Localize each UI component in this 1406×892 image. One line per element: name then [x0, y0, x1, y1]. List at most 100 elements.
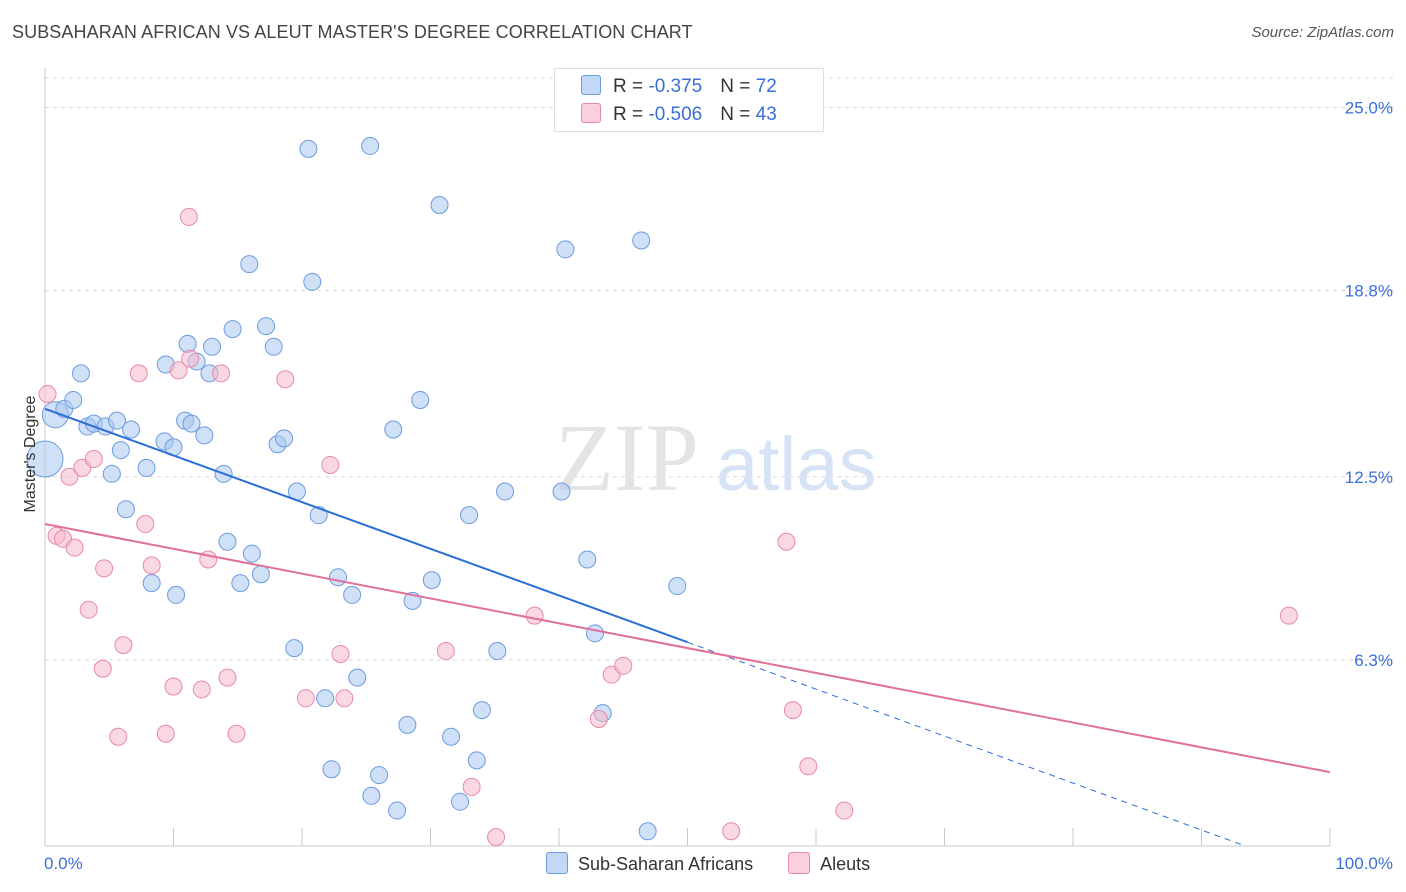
aleut-point [129, 364, 148, 383]
subsaharan-point [488, 642, 507, 661]
subsaharan-point [218, 532, 237, 551]
aleut-point [525, 606, 544, 625]
aleut-point [462, 777, 481, 796]
legend-r-value: -0.375 [648, 76, 703, 97]
aleut-point [218, 668, 237, 687]
subsaharan-point [178, 334, 197, 353]
subsaharan-point [285, 639, 304, 658]
subsaharan-point [552, 482, 571, 501]
subsaharan-point [467, 751, 486, 770]
subsaharan-point [195, 426, 214, 445]
subsaharan-point [107, 411, 126, 430]
aleut-point [614, 656, 633, 675]
grid-layer [45, 77, 1395, 661]
legend-r-value: -0.506 [648, 104, 703, 125]
series-legend-label: Aleuts [820, 854, 871, 874]
subsaharan-point [388, 801, 407, 820]
legend-n-value: 43 [755, 104, 777, 125]
subsaharan-point [264, 337, 283, 356]
subsaharan-point [411, 390, 430, 409]
y-tick-label: 18.8% [1345, 282, 1393, 301]
subsaharan-point [303, 272, 322, 291]
subsaharan-point [343, 585, 362, 604]
subsaharan-point [451, 792, 470, 811]
aleut-point [169, 361, 188, 380]
subsaharan-point [430, 196, 449, 215]
legend-n-label: N = [720, 76, 756, 97]
subsaharan-point [632, 231, 651, 250]
aleut-point [192, 680, 211, 699]
aleut-point [487, 828, 506, 847]
subsaharan-point [137, 458, 156, 477]
watermark-zip: ZIP [555, 404, 699, 511]
aleut-point [38, 385, 57, 404]
series-swatch-blue [546, 852, 568, 874]
aleut-point [164, 677, 183, 696]
aleut-point [179, 207, 198, 226]
subsaharan-point [322, 760, 341, 779]
aleut-point [95, 559, 114, 578]
correlation-legend: R = -0.375 N = 72 R = -0.506 N = 43 [554, 68, 824, 132]
legend-n-label: N = [720, 104, 756, 125]
subsaharan-point [398, 715, 417, 734]
subsaharan-point [251, 565, 270, 584]
subsaharan-point [578, 550, 597, 569]
trend-layer [44, 407, 1331, 847]
subsaharan-point [422, 571, 441, 590]
aleut-point [79, 600, 98, 619]
aleut-point [227, 724, 246, 743]
subsaharan-point [116, 500, 135, 519]
aleut-point [321, 455, 340, 474]
aleut-trend-line [44, 523, 1331, 774]
aleut-point [136, 515, 155, 534]
subsaharan-point [142, 574, 161, 593]
aleut-point [589, 709, 608, 728]
watermark: ZIP atlas [555, 404, 877, 511]
subsaharan-trend-extension [687, 641, 1246, 847]
subsaharan-point [585, 624, 604, 643]
subsaharan-point [348, 668, 367, 687]
y-axis-label: Master's Degree [22, 395, 39, 513]
series-legend-label: Sub-Saharan Africans [578, 854, 754, 874]
chart-title: SUBSAHARAN AFRICAN VS ALEUT MASTER'S DEG… [12, 22, 693, 42]
subsaharan-point [223, 320, 242, 339]
aleut-point [722, 822, 741, 841]
subsaharan-point [556, 240, 575, 259]
aleut-point [109, 727, 128, 746]
subsaharan-point [257, 317, 276, 336]
aleut-point [296, 689, 315, 708]
aleut-point [335, 689, 354, 708]
subsaharan-point [111, 441, 130, 460]
subsaharan-point [370, 766, 389, 785]
subsaharan-point [442, 727, 461, 746]
aleut-point [93, 659, 112, 678]
subsaharan-point [203, 337, 222, 356]
aleut-point [142, 556, 161, 575]
subsaharan-point [362, 786, 381, 805]
subsaharan-point [102, 464, 121, 483]
subsaharan-point [328, 568, 347, 587]
subsaharan-point [309, 506, 328, 525]
series-legend: Sub-Saharan Africans Aleuts [546, 852, 900, 875]
subsaharan-point [26, 440, 64, 478]
aleut-point [114, 636, 133, 655]
series-legend-item-aleuts: Aleuts [788, 852, 870, 875]
aleut-point [60, 467, 79, 486]
series-swatch-pink [788, 852, 811, 874]
points-layer [26, 136, 1298, 847]
watermark-atlas: atlas [716, 422, 877, 507]
aleut-point [331, 645, 350, 663]
subsaharan-point [182, 414, 201, 433]
aleut-point [835, 801, 854, 820]
legend-row-pink: R = -0.506 N = 43 [581, 103, 777, 126]
subsaharan-point [668, 577, 687, 596]
subsaharan-point [472, 701, 491, 720]
aleut-point [212, 364, 231, 383]
x-tick-label: 100.0% [1335, 854, 1393, 873]
tick-label-layer: 6.3% 12.5% 18.8% 25.0% 0.0% 100.0% [44, 99, 1393, 873]
y-tick-label: 6.3% [1354, 651, 1393, 670]
subsaharan-point [361, 136, 380, 155]
subsaharan-trend-line [44, 407, 688, 644]
y-tick-label: 12.5% [1345, 468, 1393, 487]
